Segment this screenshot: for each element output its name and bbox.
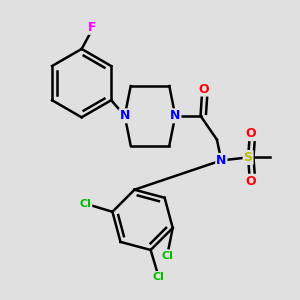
Text: Cl: Cl xyxy=(80,199,91,209)
Text: N: N xyxy=(170,109,181,122)
Text: O: O xyxy=(198,82,209,96)
Text: O: O xyxy=(246,127,256,140)
Text: O: O xyxy=(246,175,256,188)
Text: N: N xyxy=(119,109,130,122)
Text: S: S xyxy=(244,151,253,164)
Text: F: F xyxy=(88,21,96,34)
Text: N: N xyxy=(216,154,226,167)
Text: Cl: Cl xyxy=(153,272,165,282)
Text: Cl: Cl xyxy=(161,250,173,261)
